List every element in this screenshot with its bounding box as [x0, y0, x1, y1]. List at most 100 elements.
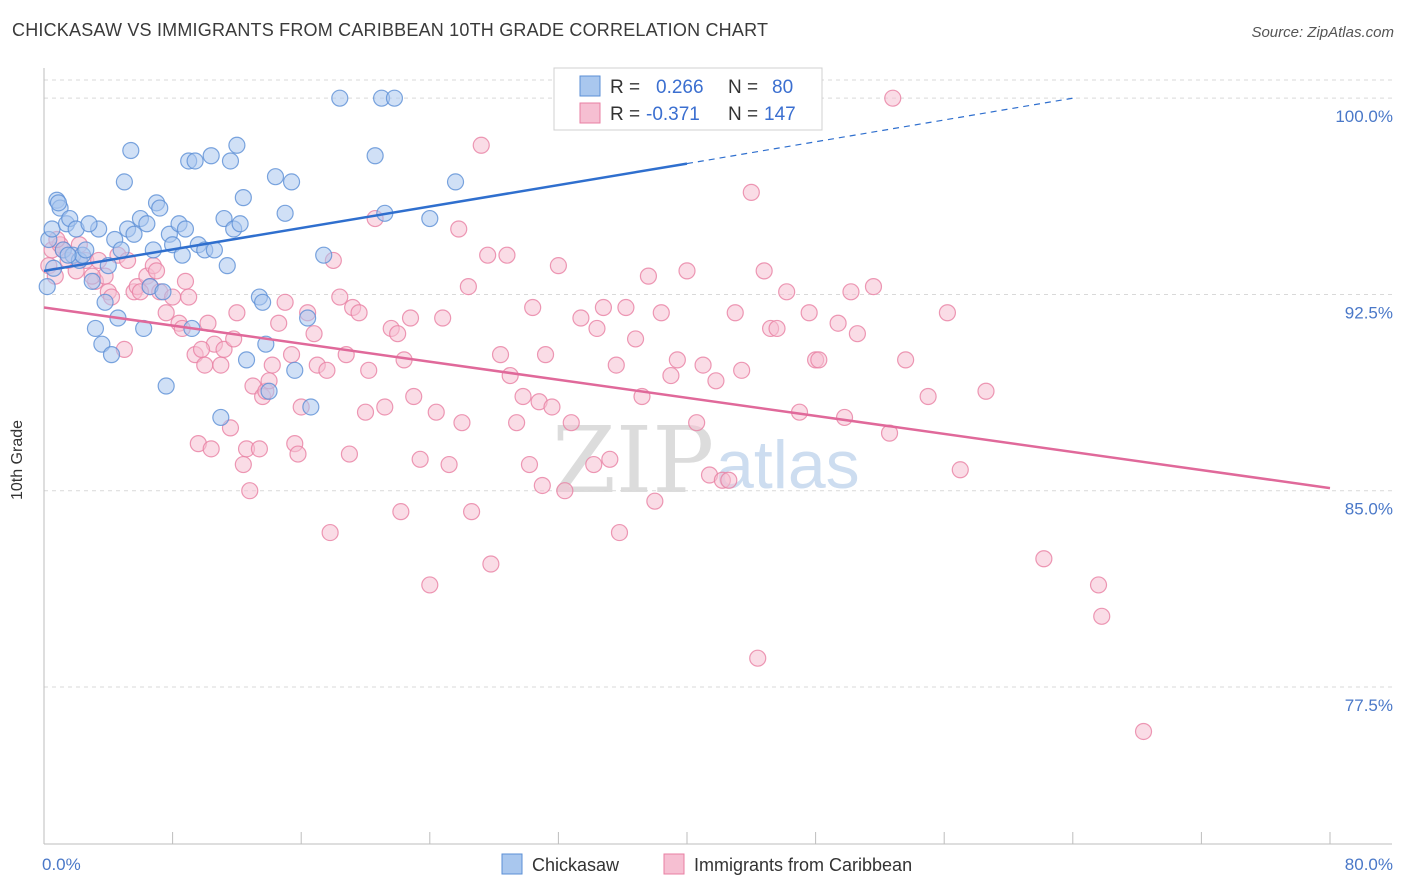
caribbean-point-28	[180, 288, 198, 306]
caribbean-point-82	[459, 277, 477, 296]
caribbean-point-73	[401, 309, 420, 327]
caribbean-point-66	[360, 361, 378, 379]
chickasaw-point-30	[138, 215, 156, 233]
caribbean-point-40	[234, 455, 252, 474]
chickasaw-point-32	[144, 241, 162, 259]
chickasaw-point-78	[59, 246, 77, 264]
caribbean-point-114	[662, 366, 680, 385]
caribbean-point-57	[318, 361, 336, 379]
chickasaw-point-47	[202, 147, 220, 165]
chickasaw-point-56	[234, 189, 252, 207]
legend-swatch-chickasaw	[579, 75, 601, 97]
caribbean-point-68	[376, 398, 394, 416]
bottom-legend-swatch-caribbean	[663, 853, 685, 875]
caribbean-point-113	[652, 304, 670, 322]
caribbean-point-80	[450, 220, 468, 238]
chickasaw-point-44	[186, 152, 204, 170]
caribbean-point-62	[340, 445, 359, 463]
chickasaw-point-55	[231, 215, 249, 233]
chickasaw-point-64	[282, 173, 301, 191]
caribbean-point-148	[1089, 576, 1108, 594]
caribbean-point-103	[588, 319, 606, 338]
caribbean-point-74	[405, 387, 423, 406]
caribbean-point-109	[626, 330, 645, 348]
data-points	[38, 89, 1153, 741]
caribbean-point-96	[536, 346, 555, 364]
caribbean-point-134	[810, 351, 828, 369]
caribbean-point-108	[617, 298, 635, 317]
caribbean-point-31	[196, 356, 214, 374]
caribbean-point-44	[250, 440, 269, 458]
caribbean-point-125	[742, 183, 760, 201]
caribbean-trend-line	[43, 306, 1331, 490]
caribbean-point-106	[607, 356, 625, 374]
chickasaw-point-51	[218, 257, 236, 275]
legend-r-label-2: R =	[610, 104, 640, 125]
chickasaw-point-69	[331, 89, 349, 107]
caribbean-point-155	[192, 340, 211, 358]
chickasaw-point-23	[112, 241, 130, 259]
legend-box: R = 0.266 N = 80 R = -0.371 N = 147	[553, 67, 823, 131]
caribbean-point-116	[678, 262, 696, 280]
caribbean-point-100	[562, 414, 580, 432]
caribbean-point-23	[157, 304, 175, 322]
y-tick-label-0: 100.0%	[1335, 107, 1393, 126]
chickasaw-point-49	[212, 408, 230, 427]
caribbean-point-97	[543, 398, 561, 416]
caribbean-point-42	[241, 482, 259, 500]
caribbean-point-99	[556, 482, 574, 500]
bottom-legend: Chickasaw Immigrants from Caribbean	[501, 853, 912, 875]
caribbean-point-115	[668, 351, 686, 369]
chickasaw-point-70	[366, 147, 384, 165]
bottom-legend-label-chickasaw: Chickasaw	[532, 855, 620, 875]
y-tick-label-1: 92.5%	[1345, 303, 1393, 322]
caribbean-point-105	[601, 450, 619, 468]
chickasaw-trend-line	[43, 162, 688, 273]
chart-source: Source: ZipAtlas.com	[1251, 24, 1394, 41]
chickasaw-point-34	[151, 199, 169, 217]
bottom-legend-label-caribbean: Immigrants from Caribbean	[694, 855, 912, 875]
chickasaw-point-54	[228, 136, 246, 154]
chickasaw-point-59	[254, 293, 272, 311]
caribbean-point-127	[755, 262, 773, 280]
caribbean-point-89	[501, 366, 519, 385]
chickasaw-point-14	[83, 272, 101, 290]
chickasaw-point-35	[154, 283, 172, 301]
legend-r-label-1: R =	[610, 77, 640, 98]
caribbean-point-87	[491, 346, 510, 364]
chickasaw-point-41	[176, 220, 195, 238]
caribbean-point-135	[829, 314, 847, 332]
caribbean-point-35	[212, 356, 230, 374]
caribbean-point-93	[524, 298, 542, 317]
chickasaw-point-57	[237, 351, 256, 369]
chickasaw-point-74	[421, 209, 439, 228]
caribbean-point-60	[331, 288, 349, 306]
caribbean-point-112	[646, 492, 664, 510]
caribbean-point-129	[768, 319, 786, 338]
caribbean-point-130	[778, 283, 796, 301]
watermark-atlas: atlas	[716, 427, 860, 503]
caribbean-point-50	[282, 346, 301, 364]
caribbean-point-39	[228, 304, 246, 322]
chickasaw-point-65	[286, 361, 304, 379]
caribbean-point-95	[533, 476, 551, 495]
chickasaw-point-66	[299, 309, 317, 327]
caribbean-point-92	[520, 455, 539, 474]
chickasaw-point-27	[125, 225, 143, 243]
caribbean-point-139	[864, 277, 883, 296]
caribbean-point-146	[977, 382, 995, 400]
caribbean-point-76	[421, 576, 439, 594]
caribbean-point-33	[202, 440, 220, 458]
caribbean-point-141	[884, 89, 902, 107]
caribbean-point-107	[610, 523, 629, 542]
caribbean-point-136	[835, 408, 854, 427]
legend-n-value-1: 80	[772, 77, 793, 98]
caribbean-point-27	[176, 272, 195, 290]
caribbean-point-70	[389, 325, 407, 343]
caribbean-point-85	[479, 246, 497, 264]
legend-swatch-caribbean	[579, 102, 601, 124]
chickasaw-point-24	[115, 173, 133, 191]
caribbean-point-111	[639, 267, 658, 285]
caribbean-point-143	[919, 387, 937, 406]
x-tick-label-0: 0.0%	[42, 855, 81, 874]
